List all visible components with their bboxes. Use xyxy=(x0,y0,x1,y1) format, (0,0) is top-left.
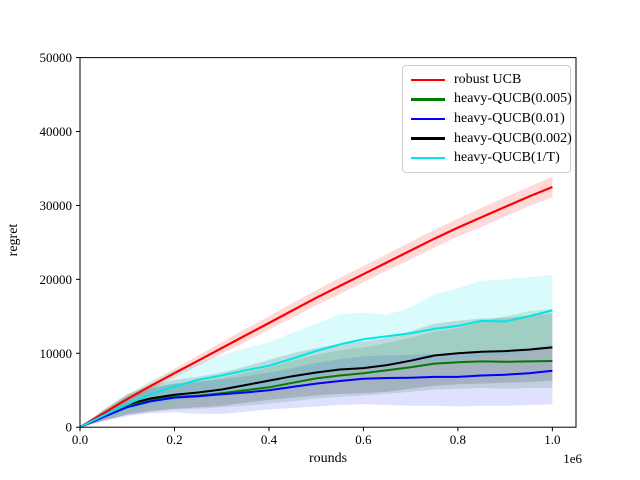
x-tick-label: 1.0 xyxy=(544,432,560,447)
legend-entry-label: heavy-QUCB(0.005) xyxy=(454,91,572,107)
y-tick-label: 0 xyxy=(66,420,73,435)
confidence-band-heavy-qucb-0-002- xyxy=(80,313,553,428)
y-tick-label: 30000 xyxy=(40,198,73,213)
series-line-heavy-qucb-0-01- xyxy=(79,369,553,429)
series-line-heavy-qucb-0-002- xyxy=(79,346,553,429)
legend-line-sample xyxy=(411,98,445,101)
axes-spines xyxy=(79,57,577,428)
y-tick-label: 50000 xyxy=(40,50,73,65)
confidence-band-heavy-qucb-0-005- xyxy=(80,308,553,428)
x-tick-label: 0.2 xyxy=(166,432,182,447)
x-tick-label: 0.6 xyxy=(355,432,372,447)
legend-entry: heavy-QUCB(0.002) xyxy=(411,129,572,149)
legend-line-sample xyxy=(411,156,445,160)
legend-entry-label: heavy-QUCB(0.01) xyxy=(454,110,565,126)
x-axis-label: rounds xyxy=(308,451,348,466)
legend-entry: heavy-QUCB(1/T) xyxy=(411,148,564,168)
legend-entry: heavy-QUCB(0.005) xyxy=(411,90,572,110)
legend-entry-label: robust UCB xyxy=(454,71,522,87)
legend-entry: robust UCB xyxy=(411,70,564,90)
x-axis-offset-text: 1e6 xyxy=(563,451,582,466)
x-tick-label: 0.0 xyxy=(72,432,88,447)
y-axis-label: regret xyxy=(6,223,21,257)
series-line-heavy-qucb-1-t- xyxy=(79,309,553,429)
legend-entry-label: heavy-QUCB(1/T) xyxy=(454,150,560,166)
series-line-heavy-qucb-0-005- xyxy=(79,360,553,429)
legend-line-sample xyxy=(411,137,445,140)
x-tick-label: 0.8 xyxy=(450,432,466,447)
legend-line-sample xyxy=(411,117,445,121)
y-tick-label: 10000 xyxy=(40,346,73,361)
x-tick-label: 0.4 xyxy=(261,432,278,447)
y-tick-label: 40000 xyxy=(40,124,73,139)
legend: robust UCB heavy-QUCB(0.005) heavy-QUCB(0.… xyxy=(402,65,572,173)
legend-entry: heavy-QUCB(0.01) xyxy=(411,109,565,129)
y-tick-label: 20000 xyxy=(40,272,73,287)
confidence-band-heavy-qucb-0-01- xyxy=(80,345,553,428)
legend-entry-label: heavy-QUCB(0.002) xyxy=(454,130,572,146)
legend-line-sample xyxy=(411,78,445,81)
series-line-robust-ucb xyxy=(79,185,553,429)
